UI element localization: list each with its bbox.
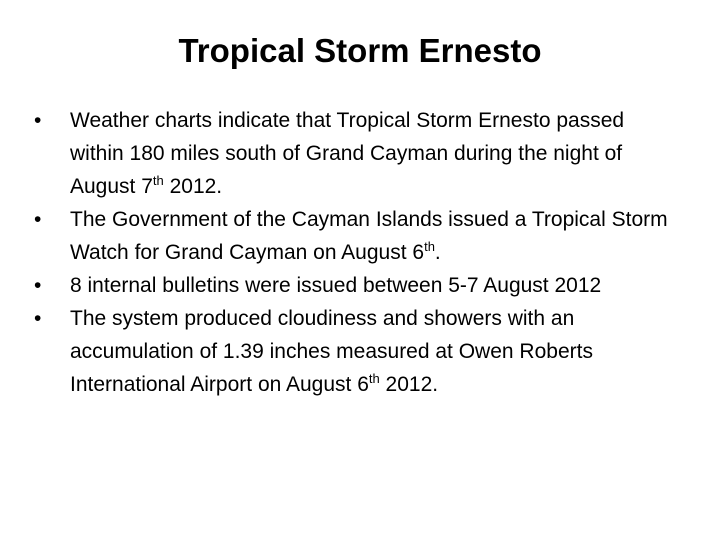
superscript: th bbox=[424, 239, 435, 254]
bullet-text: 8 internal bulletins were issued between… bbox=[70, 274, 602, 297]
superscript: th bbox=[368, 371, 380, 386]
bullet-text: 2012. bbox=[379, 373, 439, 396]
bullet-text: 2012. bbox=[163, 175, 223, 198]
bullet: 8 internal bulletins were issued between… bbox=[30, 269, 670, 302]
superscript: th bbox=[152, 173, 164, 188]
bullet-text: The system produced cloudiness and showe… bbox=[70, 307, 593, 396]
bullet-text: Weather charts indicate that Tropical St… bbox=[70, 109, 625, 198]
bullet: The Government of the Cayman Islands iss… bbox=[30, 203, 670, 269]
bullet-text: The Government of the Cayman Islands iss… bbox=[70, 208, 668, 264]
bullet: The system produced cloudiness and showe… bbox=[30, 302, 670, 401]
bullet-list: Weather charts indicate that Tropical St… bbox=[30, 104, 670, 401]
slide-title: Tropical Storm Ernesto bbox=[178, 32, 542, 69]
bullet-text: . bbox=[434, 241, 441, 264]
bullet: Weather charts indicate that Tropical St… bbox=[30, 104, 670, 203]
